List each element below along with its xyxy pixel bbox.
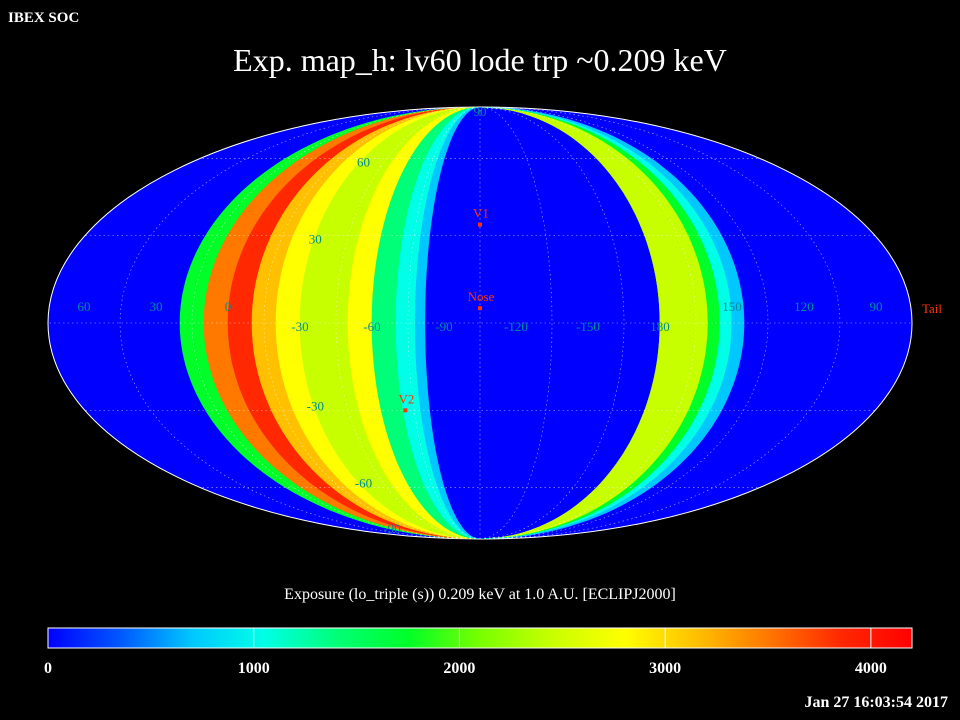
meridian-line bbox=[479, 107, 769, 539]
meridian-line bbox=[479, 107, 553, 539]
colorbar-tick: 4000 bbox=[854, 660, 887, 677]
colorbar-tick: 2000 bbox=[443, 660, 476, 677]
marker-label: V2 bbox=[398, 391, 414, 406]
colorbar-tick-lines bbox=[47, 628, 872, 648]
longitude-label: -90 bbox=[435, 319, 452, 334]
map-title: Exp. map_h: lv60 lode trp ~0.209 keV bbox=[233, 42, 727, 78]
colorbar-tick: 3000 bbox=[649, 660, 682, 677]
meridian-line bbox=[407, 107, 481, 539]
latitude-label: -30 bbox=[307, 398, 324, 413]
longitude-label: 180 bbox=[650, 319, 670, 334]
longitude-label: 120 bbox=[794, 299, 814, 314]
marker-label: Nose bbox=[468, 289, 495, 304]
meridian-line bbox=[119, 107, 481, 539]
longitude-label: -60 bbox=[363, 319, 380, 334]
meridian-line bbox=[479, 107, 841, 539]
meridian-line bbox=[191, 107, 481, 539]
marker-label: V1 bbox=[473, 206, 489, 221]
latitude-label: 60 bbox=[357, 154, 370, 169]
graticule bbox=[48, 107, 912, 539]
colorbar-tick: 0 bbox=[44, 660, 52, 677]
longitude-label: 30 bbox=[150, 299, 163, 314]
marker-label: Tail bbox=[922, 301, 942, 316]
latitude-label: 90 bbox=[474, 104, 487, 119]
corner-label: IBEX SOC bbox=[8, 10, 80, 26]
longitude-label: -120 bbox=[504, 319, 528, 334]
exposure-band bbox=[414, 107, 481, 539]
longitude-label: 60 bbox=[78, 299, 91, 314]
longitude-label: 150 bbox=[722, 299, 742, 314]
colorbar-tick: 1000 bbox=[237, 660, 270, 677]
latitude-label: 30 bbox=[309, 232, 322, 247]
marker-dot bbox=[478, 306, 482, 311]
marker-dot bbox=[403, 408, 408, 413]
markers: V1 Nose V2 Tail bbox=[398, 206, 942, 413]
timestamp: Jan 27 16:03:54 2017 bbox=[804, 694, 948, 711]
marker-dot bbox=[478, 222, 482, 227]
longitude-label: -150 bbox=[576, 319, 600, 334]
latitude-label: -90 bbox=[383, 521, 400, 536]
latitude-label: -60 bbox=[355, 476, 372, 491]
grid-labels: 60 30 0 -30 -60 -90 -120 -150 180 150 120 90 90 60 30 -… bbox=[78, 104, 883, 536]
colorbar-label: Exposure (lo_triple (s)) 0.209 keV at 1.… bbox=[284, 586, 676, 603]
colorbar bbox=[47, 627, 913, 649]
longitude-label: 0 bbox=[225, 299, 232, 314]
longitude-label: 90 bbox=[870, 299, 883, 314]
longitude-label: -30 bbox=[291, 319, 308, 334]
